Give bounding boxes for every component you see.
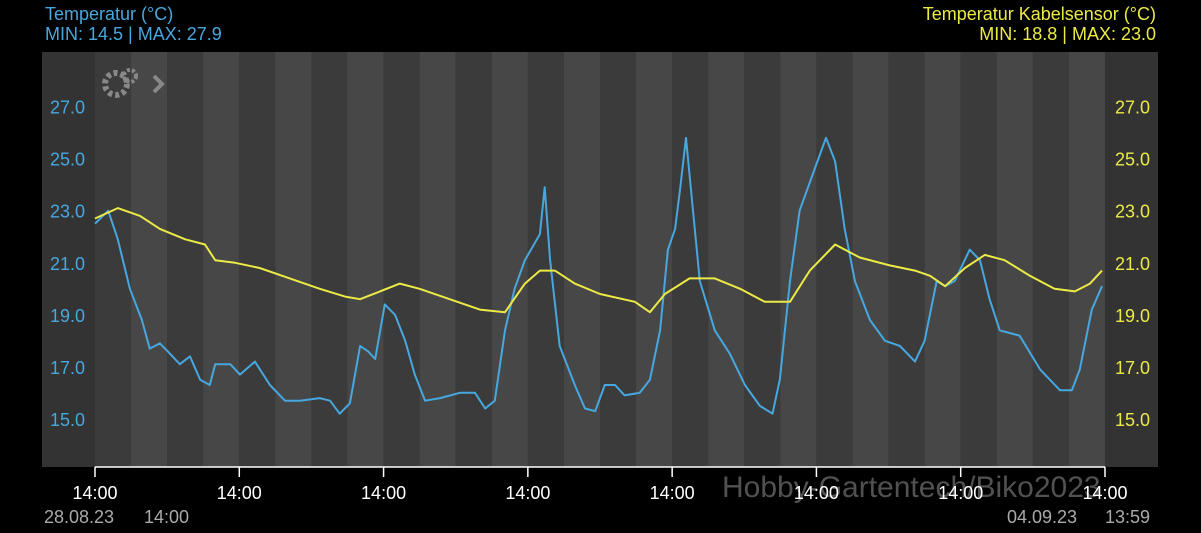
right-axis-stats: MIN: 18.8 | MAX: 23.0 [979,24,1156,44]
end-date: 04.09.23 [1007,507,1077,527]
right-axis-title: Temperatur Kabelsensor (°C) [923,4,1156,24]
stripe [672,52,709,467]
stripe [708,52,745,467]
stripe [1068,52,1105,467]
x-tick-label: 14:00 [217,483,262,503]
stripe [780,52,817,467]
y2-tick-label: 21.0 [1115,254,1150,274]
start-time: 14:00 [144,507,189,527]
stripe [888,52,925,467]
stripe [744,52,781,467]
stripe [455,52,492,467]
settings-icon[interactable] [102,68,165,98]
x-tick-label: 14:00 [505,483,550,503]
stripe [563,52,600,467]
line-series [94,207,1103,314]
y-tick-label: 25.0 [50,150,85,170]
stripe [347,52,384,467]
watermark: Hobby-Gartentech/Biko2023 [722,471,1101,504]
line-series [94,136,1103,415]
y2-tick-label: 15.0 [1115,410,1150,430]
y-tick-label: 27.0 [50,98,85,118]
stripe [600,52,637,467]
stripe [167,52,204,467]
stripe [527,52,564,467]
y-tick-label: 23.0 [50,202,85,222]
gear [102,70,130,98]
stripe [491,52,528,467]
stripe [95,52,132,467]
x-tick-label: 14:00 [650,483,695,503]
stripe [383,52,420,467]
stripe [275,52,312,467]
y-tick-label: 21.0 [50,254,85,274]
x-tick-label: 14:00 [361,483,406,503]
stripe [816,52,853,467]
end-time: 13:59 [1105,507,1150,527]
stripe [239,52,276,467]
y-tick-label: 19.0 [50,306,85,326]
start-date: 28.08.23 [44,507,114,527]
left-axis-title: Temperatur (°C) [45,4,173,24]
y2-tick-label: 27.0 [1115,98,1150,118]
x-tick-label: 14:00 [938,483,983,503]
y-tick-label: 15.0 [50,410,85,430]
left-axis-stats: MIN: 14.5 | MAX: 27.9 [45,24,222,44]
x-tick-label: 14:00 [72,483,117,503]
stripe [924,52,961,467]
chevron [152,74,165,94]
x-tick-label: 14:00 [794,483,839,503]
stripe [419,52,456,467]
y2-tick-label: 17.0 [1115,358,1150,378]
stripe [131,52,168,467]
y2-tick-label: 23.0 [1115,202,1150,222]
stripe [203,52,240,467]
x-tick-label: 14:00 [1082,483,1127,503]
gear [122,68,138,84]
stripe [1032,52,1069,467]
y2-tick-label: 19.0 [1115,306,1150,326]
stripe [311,52,348,467]
y2-tick-label: 25.0 [1115,150,1150,170]
y-tick-label: 17.0 [50,358,85,378]
